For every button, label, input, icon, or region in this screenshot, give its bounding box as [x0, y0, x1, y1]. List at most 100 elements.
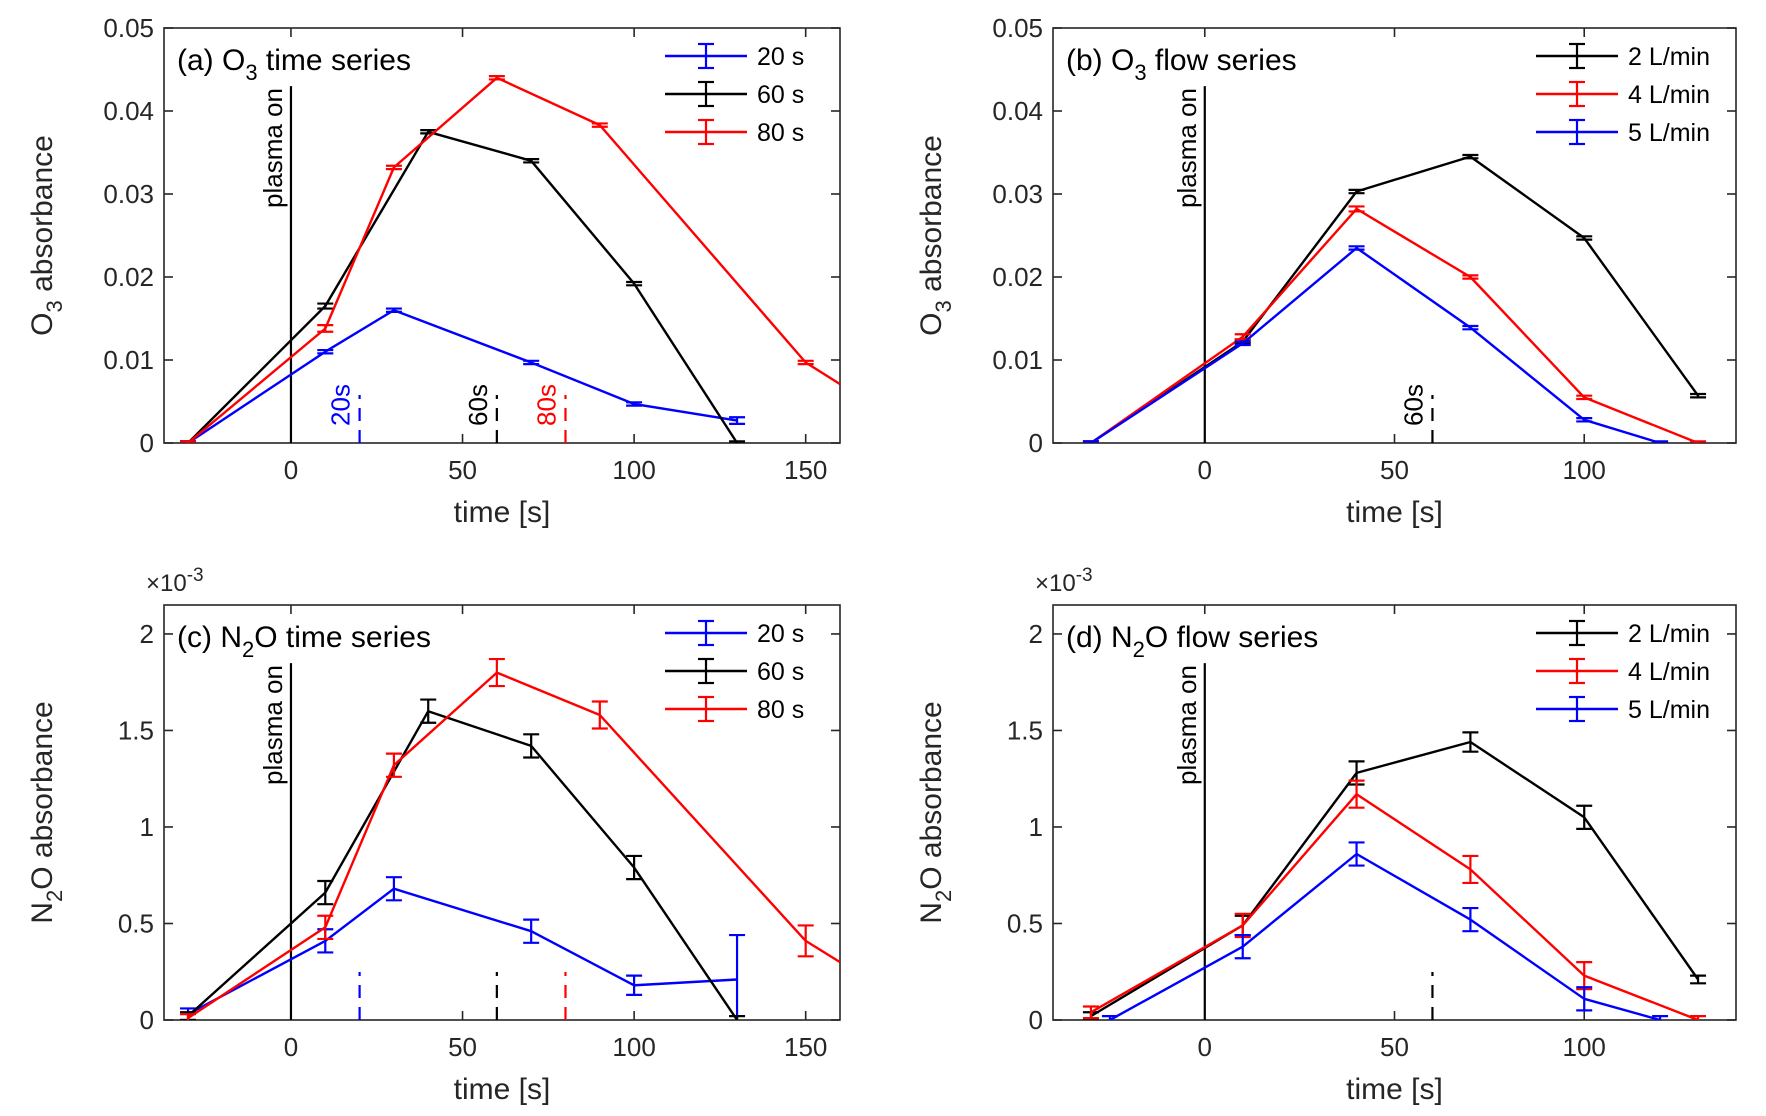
panel-a-xtick-label: 0	[284, 455, 298, 485]
panel-a-legend-label-1: 60 s	[757, 81, 804, 109]
panel-a-ytick-label: 0.03	[103, 179, 154, 209]
panel-a-ylabel-sub: 3	[42, 300, 67, 312]
panel-a-ylabel-tail: absorbance	[26, 135, 59, 300]
panel-a-marker-label: 80s	[531, 384, 561, 426]
panel-d-ytick-label: 1.5	[1007, 715, 1043, 745]
panel-a-xlabel: time [s]	[454, 496, 551, 529]
panel-d-legend-label-1: 4 L/min	[1628, 658, 1710, 686]
panel-c-legend-label-1: 60 s	[757, 658, 804, 686]
panel-d-ylabel: N2O absorbance	[915, 701, 956, 923]
panel-a-xtick-label: 50	[448, 455, 477, 485]
panel-c-plasma-label: plasma on	[258, 665, 288, 785]
panel-c-ylabel-sub: 2	[42, 890, 67, 902]
panel-c-xtick-label: 50	[448, 1032, 477, 1062]
panel-c-exponent-base: ×10	[146, 570, 187, 597]
panel-c-series-line-1	[187, 710, 739, 1020]
panel-d-exponent: ×10-3	[1035, 565, 1093, 597]
panel-d-legend-label-2: 5 L/min	[1628, 696, 1710, 724]
panel-d-title-tail: O flow series	[1145, 621, 1318, 654]
panel-c-exponent-power: -3	[187, 565, 204, 586]
panel-b-marker-label: 60s	[1398, 384, 1428, 426]
panel-b-ytick-label: 0.02	[992, 262, 1043, 292]
panel-a-marker-label: 20s	[326, 384, 356, 426]
panel-b-data	[1082, 153, 1707, 443]
panel-b-title-tail: flow series	[1147, 44, 1297, 77]
panel-b-ylabel-main: O	[915, 313, 948, 336]
panel-a-title-sub: 3	[245, 60, 257, 85]
panel-c-xtick-label: 100	[612, 1032, 655, 1062]
panel-d-exponent-power: -3	[1076, 565, 1093, 586]
panel-a-data	[180, 75, 840, 443]
panel-b-ytick-label: 0	[1029, 428, 1043, 458]
panel-b-ytick-label: 0.01	[992, 345, 1043, 375]
panel-d-ylabel-tail: O absorbance	[915, 701, 948, 889]
panel-d-xtick-label: 0	[1198, 1032, 1212, 1062]
panel-a-axes-box	[163, 27, 841, 444]
panel-a-plasma-label: plasma on	[258, 88, 288, 208]
panel-d-series-line-2	[1109, 852, 1661, 1020]
panel-c-data	[180, 657, 840, 1020]
panel-a-ytick-label: 0.01	[103, 345, 154, 375]
panel-c-exponent: ×10-3	[146, 565, 204, 597]
panel-d-ytick-label: 2	[1029, 619, 1043, 649]
panel-c-legend-label-0: 20 s	[757, 620, 804, 648]
panel-d-legend-label-0: 2 L/min	[1628, 620, 1710, 648]
panel-c-legend: 20 s 60 s 80 s	[665, 619, 804, 724]
panel-d-ytick-label: 0	[1029, 1005, 1043, 1035]
panel-c-ylabel: N2O absorbance	[26, 701, 67, 923]
panel-d-title: (d) N2O flow series	[1066, 621, 1318, 662]
panel-a-marker-label: 60s	[463, 384, 493, 426]
panel-c-title: (c) N2O time series	[177, 621, 431, 662]
panel-b-ylabel: O3 absorbance	[915, 135, 956, 336]
panel-d-plasma-label: plasma on	[1172, 665, 1202, 785]
panel-a-legend: 20 s 60 s 80 s	[665, 42, 804, 147]
panel-c-ytick-label: 1.5	[118, 715, 154, 745]
panel-b-legend: 2 L/min 4 L/min 5 L/min	[1536, 42, 1710, 147]
panel-b-ytick-label: 0.04	[992, 96, 1043, 126]
panel-b-ytick-label: 0.05	[992, 13, 1043, 43]
panel-b-legend-label-0: 2 L/min	[1628, 43, 1710, 71]
panel-c-title-sub: 2	[242, 637, 254, 662]
panel-b-plasma-label: plasma on	[1172, 88, 1202, 208]
panel-a-ytick-label: 0	[140, 428, 154, 458]
panel-a-series-line-1	[187, 130, 739, 443]
panel-c-xlabel: time [s]	[454, 1073, 551, 1106]
panel-c-title-tail: O time series	[254, 621, 431, 654]
panel-d-xtick-label: 50	[1380, 1032, 1409, 1062]
panel-b-xtick-label: 100	[1563, 455, 1606, 485]
panel-c-series-line-0	[187, 887, 738, 1016]
panel-b-xtick-label: 50	[1380, 455, 1409, 485]
panel-c-ytick-label: 0	[140, 1005, 154, 1035]
panel-c-ytick-label: 0.5	[118, 908, 154, 938]
panel-c-ytick-label: 1	[140, 812, 154, 842]
panel-c-axes-box	[163, 604, 841, 1021]
panel-c-legend-label-2: 80 s	[757, 696, 804, 724]
panel-a-ylabel: O3 absorbance	[26, 135, 67, 336]
panel-b-title: (b) O3 flow series	[1066, 44, 1297, 85]
panel-d-data	[1082, 731, 1707, 1020]
panel-a-ylabel-main: O	[26, 313, 59, 336]
panel-b-title-sub: 3	[1134, 60, 1146, 85]
panel-a-xtick-label: 100	[612, 455, 655, 485]
panel-a-series-line-0	[187, 309, 738, 443]
panel-c-xtick-label: 0	[284, 1032, 298, 1062]
panel-d-title-sub: 2	[1133, 637, 1145, 662]
panel-d-xtick-label: 100	[1563, 1032, 1606, 1062]
panel-a-title-main: (a) O	[177, 44, 245, 77]
panel-d-exponent-base: ×10	[1035, 570, 1076, 597]
panel-d-legend: 2 L/min 4 L/min 5 L/min	[1536, 619, 1710, 724]
panel-c-ytick-label: 2	[140, 619, 154, 649]
panel-b-ylabel-tail: absorbance	[915, 135, 948, 300]
panel-d-ylabel-sub: 2	[931, 890, 956, 902]
panel-d-series-line-1	[1090, 793, 1699, 1020]
panel-b-xlabel: time [s]	[1346, 496, 1443, 529]
panel-a-ytick-label: 0.05	[103, 13, 154, 43]
panel-c-ylabel-tail: O absorbance	[26, 701, 59, 889]
panel-c-title-main: (c) N	[177, 621, 242, 654]
panel-d-ylabel-main: N	[915, 902, 948, 924]
